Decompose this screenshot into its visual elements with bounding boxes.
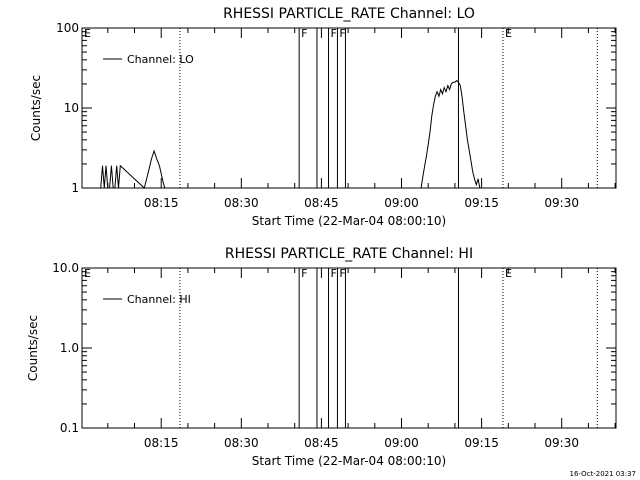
lo-y-tick-label: 100 xyxy=(56,21,79,35)
hi-x-tick-label: 08:15 xyxy=(144,436,179,450)
lo-legend-label: Channel: LO xyxy=(127,53,194,66)
hi-x-tick-label: 09:15 xyxy=(464,436,499,450)
lo-event-marker-label: F xyxy=(301,27,307,40)
hi-y-axis-label: Counts/sec xyxy=(26,315,40,381)
hi-event-marker-label: F xyxy=(301,267,307,280)
hi-x-tick-label: 09:00 xyxy=(384,436,419,450)
lo-channel-panel: RHESSI PARTICLE_RATE Channel: LO Counts/… xyxy=(29,6,617,228)
hi-x-axis-label: Start Time (22-Mar-04 08:00:10) xyxy=(252,454,446,468)
hi-y-tick-label: 1.0 xyxy=(60,341,79,355)
lo-event-marker-label: E xyxy=(84,27,91,40)
lo-x-tick-label: 09:00 xyxy=(384,196,419,210)
hi-event-marker-label: E xyxy=(84,267,91,280)
lo-x-tick-label: 09:30 xyxy=(544,196,579,210)
lo-x-tick-label: 08:30 xyxy=(224,196,259,210)
hi-x-tick-label: 08:45 xyxy=(304,436,339,450)
hi-x-tick-label: 09:30 xyxy=(544,436,579,450)
lo-x-tick-label: 08:45 xyxy=(304,196,339,210)
hi-event-marker-label: E xyxy=(505,267,512,280)
hi-event-marker-label: F xyxy=(331,267,337,280)
lo-plot-frame xyxy=(81,27,617,189)
lo-x-tick-label: 09:15 xyxy=(464,196,499,210)
hi-channel-panel: RHESSI PARTICLE_RATE Channel: HI Counts/… xyxy=(26,246,617,468)
lo-y-tick-label: 10 xyxy=(64,101,79,115)
hi-x-tick-label: 08:30 xyxy=(224,436,259,450)
hi-y-tick-label: 10.0 xyxy=(52,261,79,275)
lo-y-axis-label: Counts/sec xyxy=(29,75,43,141)
hi-chart-title: RHESSI PARTICLE_RATE Channel: HI xyxy=(225,246,473,262)
lo-x-tick-label: 08:15 xyxy=(144,196,179,210)
lo-y-tick-label: 1 xyxy=(71,181,79,195)
hi-plot-frame xyxy=(81,267,617,429)
lo-event-marker-label: F xyxy=(331,27,337,40)
lo-x-axis-label: Start Time (22-Mar-04 08:00:10) xyxy=(252,214,446,228)
lo-event-marker-label: F xyxy=(339,27,345,40)
hi-y-tick-label: 0.1 xyxy=(60,421,79,435)
hi-legend-label: Channel: HI xyxy=(127,293,191,306)
lo-series-line xyxy=(100,79,482,189)
lo-chart-title: RHESSI PARTICLE_RATE Channel: LO xyxy=(223,6,475,22)
generation-timestamp: 16-Oct-2021 03:37 xyxy=(570,470,636,478)
lo-event-marker-label: E xyxy=(505,27,512,40)
hi-event-marker-label: F xyxy=(339,267,345,280)
